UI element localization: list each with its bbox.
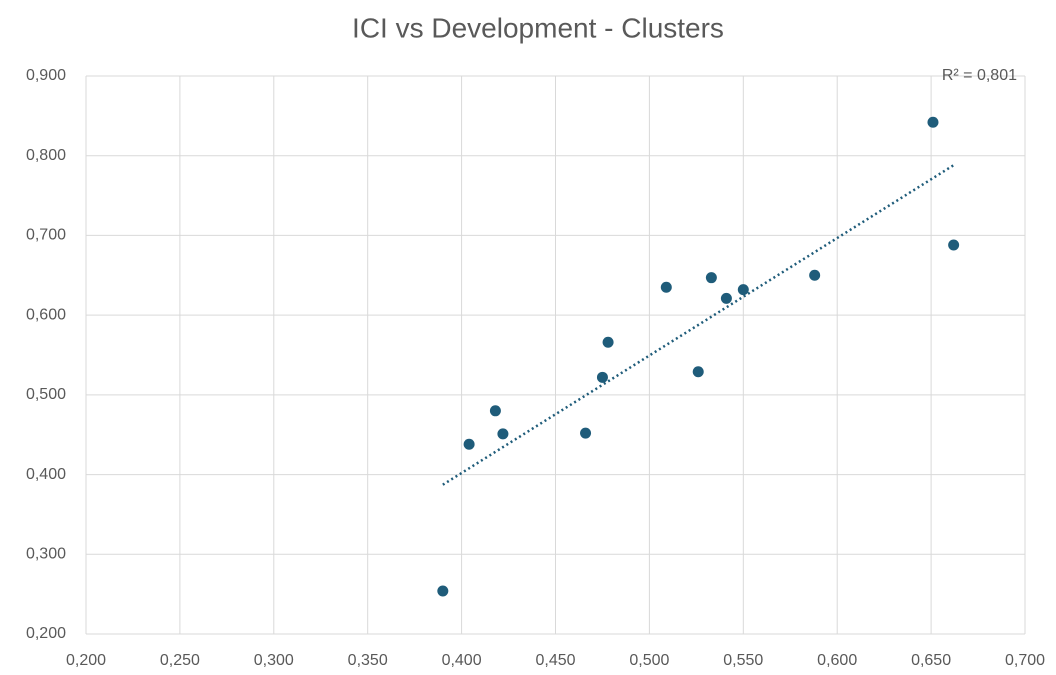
chart-title: ICI vs Development - Clusters [352, 12, 724, 43]
x-tick-label: 0,400 [442, 652, 482, 669]
point [660, 281, 672, 293]
x-tick-label: 0,250 [160, 652, 200, 669]
x-tick-label: 0,650 [911, 652, 951, 669]
x-tick-label: 0,450 [535, 652, 575, 669]
point [580, 427, 592, 439]
point [692, 366, 704, 378]
y-tick-label: 0,200 [26, 625, 66, 642]
y-tick-label: 0,600 [26, 306, 66, 323]
point [705, 272, 717, 284]
point [927, 116, 939, 128]
x-tick-label: 0,600 [817, 652, 857, 669]
point [602, 336, 614, 348]
y-tick-label: 0,800 [26, 147, 66, 164]
point [463, 438, 475, 450]
point [437, 585, 449, 597]
x-tick-label: 0,700 [1005, 652, 1045, 669]
point [497, 428, 509, 440]
point [596, 371, 608, 383]
y-tick-label: 0,900 [26, 67, 66, 84]
x-tick-label: 0,500 [629, 652, 669, 669]
trendline [442, 164, 955, 486]
y-tick-label: 0,300 [26, 546, 66, 563]
x-tick-label: 0,550 [723, 652, 763, 669]
x-tick-label: 0,200 [66, 652, 106, 669]
point [720, 292, 732, 304]
point [809, 269, 821, 281]
point [737, 284, 749, 296]
x-tick-label: 0,300 [254, 652, 294, 669]
y-tick-label: 0,700 [26, 227, 66, 244]
point [489, 405, 501, 417]
y-tick-label: 0,400 [26, 466, 66, 483]
x-tick-label: 0,350 [348, 652, 388, 669]
point [948, 239, 960, 251]
y-tick-label: 0,500 [26, 386, 66, 403]
trendline-annotation: R² = 0,801 [942, 67, 1017, 84]
